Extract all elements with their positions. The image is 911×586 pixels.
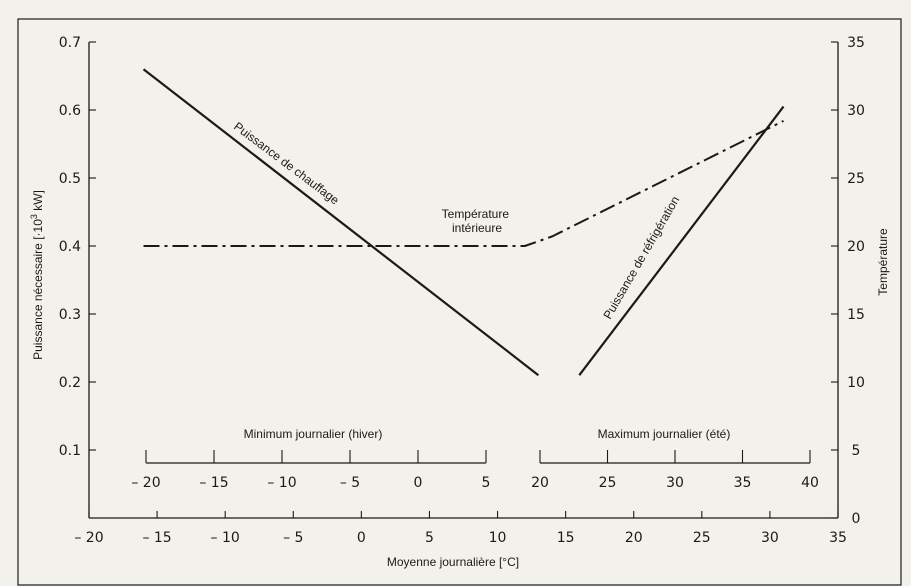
indoor-temp-label-line1: Température — [442, 207, 510, 221]
series-line-puissance-de-refrigeration — [578, 105, 785, 376]
secondary-scale-tick-label: 40 — [801, 475, 819, 491]
secondary-scale-tick-label: – 15 — [199, 475, 228, 491]
y-left-tick-label: 0.7 — [59, 35, 81, 51]
secondary-scale-tick-label: 0 — [414, 475, 423, 491]
indoor-temp-label-line2: intérieure — [452, 221, 502, 235]
x-axis-title: Moyenne journalière [°C] — [387, 555, 519, 569]
y-left-tick-label: 0.3 — [59, 307, 81, 323]
y-right-tick-label: 10 — [847, 375, 865, 391]
y-left-tick-label: 0.2 — [59, 375, 81, 391]
heating-series-label: Puissance de chauffage — [231, 119, 342, 207]
annotations: Puissance de chauffage Puissance de réfr… — [231, 119, 730, 441]
y-right-tick-label: 0 — [852, 511, 861, 527]
x-tick-label: 35 — [829, 530, 847, 546]
x-tick-label: 5 — [425, 530, 434, 546]
series-layer — [142, 68, 785, 377]
x-tick-label: 30 — [761, 530, 779, 546]
y-right-tick-label: 15 — [847, 307, 865, 323]
y-right-tick-label: 5 — [852, 443, 861, 459]
y-left-tick-label: 0.1 — [59, 443, 81, 459]
y-left-tick-label: 0.6 — [59, 103, 81, 119]
x-tick-label: – 10 — [211, 530, 240, 546]
x-tick-label: 10 — [489, 530, 507, 546]
y-right-axis-title: Température — [876, 228, 890, 296]
y-left-axis-title: Puissance nécessaire [·103 kW] — [29, 190, 45, 360]
secondary-scale-tick-label: – 10 — [267, 475, 296, 491]
winter-scale-label: Minimum journalier (hiver) — [244, 427, 383, 441]
y-left-tick-label: 0.4 — [59, 239, 81, 255]
secondary-scale-tick-label: – 20 — [131, 475, 160, 491]
secondary-scale-tick-label: 5 — [482, 475, 491, 491]
chart-frame — [17, 18, 902, 586]
x-tick-label: – 20 — [74, 530, 103, 546]
series-line-puissance-de-chauffage — [142, 68, 540, 377]
y-left-tick-label: 0.5 — [59, 171, 81, 187]
y-right-tick-label: 35 — [847, 35, 865, 51]
secondary-scale-tick-label: 20 — [531, 475, 549, 491]
summer-scale-label: Maximum journalier (été) — [598, 427, 731, 441]
y-right-tick-label: 30 — [847, 103, 865, 119]
x-tick-label: 15 — [557, 530, 575, 546]
axes: – 20 – 15 – 10 – 5 0 5 10 15 20 25 30 35 0.1 0.2 0.3 0.… — [59, 35, 865, 546]
secondary-scale-tick-label: – 5 — [340, 475, 360, 491]
secondary-scale-tick-label: 25 — [599, 475, 617, 491]
y-right-tick-label: 25 — [847, 171, 865, 187]
secondary-scale-tick-label: 35 — [734, 475, 752, 491]
indoor-temp-label: Température intérieure — [442, 207, 513, 235]
secondary-scale-tick-label: 30 — [666, 475, 684, 491]
x-tick-label: – 15 — [142, 530, 171, 546]
x-tick-label: 20 — [625, 530, 643, 546]
axis-titles: Moyenne journalière [°C] Puissance néces… — [29, 190, 890, 569]
y-right-tick-label: 20 — [847, 239, 865, 255]
x-tick-label: 25 — [693, 530, 711, 546]
x-tick-label: – 5 — [283, 530, 303, 546]
x-tick-label: 0 — [357, 530, 366, 546]
